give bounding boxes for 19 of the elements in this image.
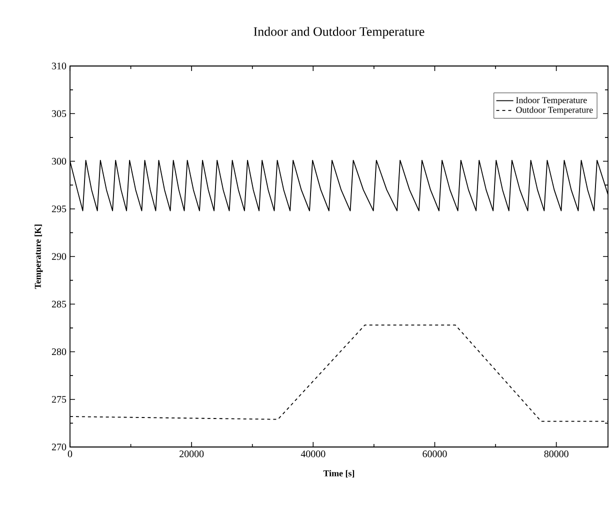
y-tick-label: 305 (52, 110, 66, 117)
y-tick-label: 310 (52, 62, 66, 70)
y-tick-label: 280 (52, 348, 66, 356)
y-tick-label: 285 (52, 300, 66, 308)
x-tick-label: 80000 (544, 450, 568, 458)
chart-title: Indoor and Outdoor Temperature (254, 26, 424, 39)
x-tick-label: 60000 (422, 450, 447, 458)
y-tick-label: 300 (52, 158, 66, 165)
x-tick-label: 0 (68, 450, 72, 458)
y-axis-title: Temperature [K] (34, 224, 43, 289)
y-tick-label: 275 (52, 396, 66, 403)
legend-label: Outdoor Temperature (516, 106, 593, 115)
y-tick-label: 290 (52, 253, 66, 260)
x-tick-label: 40000 (300, 450, 326, 458)
x-tick-label: 20000 (180, 450, 204, 458)
y-tick-label: 295 (52, 206, 66, 212)
legend-label: Indoor Temperature (516, 96, 587, 105)
y-tick-label: 270 (52, 444, 66, 450)
x-axis-title: Time [s] (323, 470, 354, 478)
